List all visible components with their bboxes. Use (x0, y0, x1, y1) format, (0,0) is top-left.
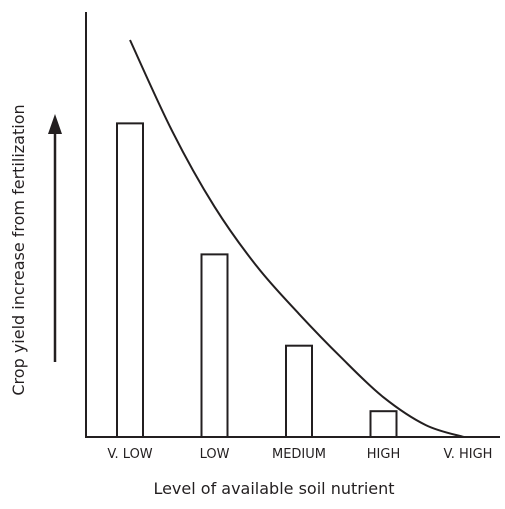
x-tick-label: HIGH (367, 447, 400, 462)
x-tick-label: V. HIGH (444, 447, 493, 462)
bars-layer (117, 123, 397, 437)
y-axis-direction-arrow (48, 114, 62, 362)
x-tick-label: LOW (200, 447, 230, 462)
bar-low (202, 254, 228, 437)
x-tick-labels: V. LOW LOW MEDIUM HIGH V. HIGH (107, 447, 492, 462)
bar-medium (286, 346, 312, 437)
x-tick-label: MEDIUM (272, 447, 326, 462)
x-tick-label: V. LOW (107, 447, 152, 462)
bar-v-low (117, 123, 143, 437)
x-axis-title: Level of available soil nutrient (153, 479, 394, 498)
bar-high (371, 411, 397, 437)
y-axis-title: Crop yield increase from fertilization (9, 104, 28, 395)
